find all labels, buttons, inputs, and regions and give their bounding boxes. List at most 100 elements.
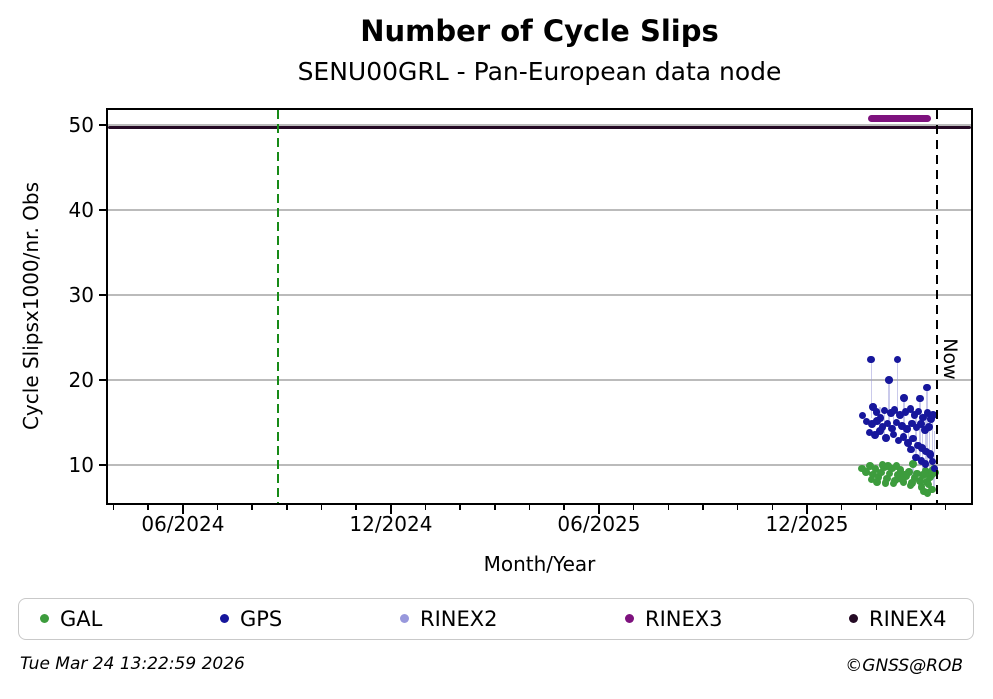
data-point-gps bbox=[876, 427, 884, 435]
stem-line bbox=[924, 417, 927, 465]
x-major-tick bbox=[806, 505, 808, 514]
stem-line bbox=[903, 397, 905, 437]
stem-line bbox=[933, 430, 936, 469]
x-minor-tick bbox=[494, 505, 496, 510]
x-minor-tick bbox=[424, 505, 427, 510]
legend-item-gps: GPS bbox=[220, 599, 282, 638]
y-tick-label: 50 bbox=[68, 112, 94, 137]
data-point-gal bbox=[928, 485, 936, 494]
gridline-y10 bbox=[108, 464, 971, 466]
data-point-gps bbox=[927, 415, 935, 423]
data-point-gps bbox=[907, 419, 916, 428]
x-minor-tick bbox=[216, 505, 219, 510]
x-minor-tick bbox=[112, 505, 115, 510]
data-point-gps bbox=[929, 411, 937, 419]
chart-title: Number of Cycle Slips bbox=[360, 14, 719, 48]
x-minor-tick bbox=[286, 505, 288, 510]
x-minor-tick bbox=[563, 505, 566, 510]
data-point-gps bbox=[914, 441, 922, 450]
data-point-gps bbox=[928, 457, 937, 466]
legend-label-rinex2: RINEX2 bbox=[420, 606, 498, 631]
now-line bbox=[935, 110, 939, 503]
data-point-gps bbox=[882, 433, 890, 442]
legend-item-gal: GAL bbox=[40, 599, 102, 638]
x-minor-tick bbox=[944, 505, 947, 510]
data-point-gps bbox=[916, 394, 924, 403]
gridline-y40 bbox=[108, 209, 971, 211]
y-tick bbox=[99, 123, 108, 126]
y-tick-label: 30 bbox=[68, 282, 94, 307]
data-point-gal bbox=[896, 466, 905, 474]
credit-text: ©GNSS@ROB bbox=[845, 656, 963, 676]
x-tick-label: 06/2024 bbox=[141, 512, 225, 536]
data-point-gal bbox=[866, 462, 874, 470]
data-point-gal bbox=[923, 489, 932, 497]
series-line-rinex4 bbox=[108, 125, 971, 130]
data-point-gal bbox=[921, 469, 929, 478]
data-point-gal bbox=[900, 470, 909, 479]
x-minor-tick bbox=[702, 505, 704, 510]
data-point-gal bbox=[877, 468, 885, 477]
data-point-gal bbox=[869, 470, 877, 479]
data-point-gps bbox=[907, 445, 915, 454]
x-minor-tick bbox=[736, 505, 739, 510]
x-minor-tick bbox=[528, 505, 531, 510]
chart-subtitle: SENU00GRL - Pan-European data node bbox=[297, 57, 782, 86]
data-point-gps bbox=[923, 409, 932, 417]
legend-item-rinex3: RINEX3 bbox=[625, 599, 723, 638]
series-line-rinex3 bbox=[867, 114, 932, 122]
legend-item-rinex2: RINEX2 bbox=[400, 599, 498, 638]
x-tick-label: 12/2025 bbox=[765, 512, 849, 536]
stem-line bbox=[921, 413, 923, 476]
legend-label-gal: GAL bbox=[60, 606, 103, 631]
y-tick-label: 20 bbox=[68, 367, 94, 392]
data-point-gal bbox=[874, 473, 883, 481]
data-point-gps bbox=[896, 411, 904, 419]
data-point-gal bbox=[892, 462, 901, 470]
y-tick bbox=[99, 293, 108, 296]
data-point-gps bbox=[914, 407, 923, 416]
data-point-gal bbox=[882, 474, 891, 483]
data-point-gps bbox=[904, 439, 913, 447]
data-point-gal bbox=[926, 468, 935, 476]
data-point-gps bbox=[925, 450, 934, 458]
data-point-gps bbox=[900, 394, 908, 402]
data-point-gal bbox=[862, 468, 870, 476]
x-minor-tick bbox=[771, 505, 774, 510]
data-point-gps bbox=[930, 464, 939, 473]
data-point-gps bbox=[888, 424, 897, 433]
gridline-y20 bbox=[108, 379, 971, 381]
x-minor-tick bbox=[840, 505, 843, 510]
data-point-gal bbox=[867, 475, 876, 484]
data-point-gps bbox=[880, 406, 889, 415]
data-point-gps bbox=[923, 383, 931, 392]
legend-label-rinex3: RINEX3 bbox=[645, 606, 723, 631]
x-minor-tick bbox=[910, 505, 912, 510]
data-point-gal bbox=[913, 469, 922, 478]
data-point-gps bbox=[885, 376, 893, 384]
data-point-gps bbox=[919, 413, 927, 422]
data-point-gps bbox=[892, 418, 901, 427]
data-point-gps bbox=[865, 428, 874, 437]
legend-label-rinex4: RINEX4 bbox=[869, 606, 947, 631]
x-minor-tick bbox=[632, 505, 635, 510]
x-minor-tick bbox=[147, 505, 149, 510]
x-minor-tick bbox=[355, 505, 358, 510]
data-point-gal bbox=[873, 478, 881, 486]
stem-line bbox=[931, 414, 934, 462]
data-point-gps bbox=[906, 405, 915, 413]
x-minor-tick bbox=[320, 505, 323, 510]
legend-marker-gps-icon bbox=[220, 614, 229, 623]
stem-line bbox=[870, 359, 872, 419]
data-point-gps bbox=[909, 434, 917, 443]
stem-line bbox=[907, 429, 909, 443]
data-point-gps bbox=[862, 417, 871, 426]
plot-area: Now bbox=[106, 108, 973, 505]
y-tick bbox=[99, 208, 108, 211]
data-point-gps bbox=[917, 456, 926, 465]
data-point-gal bbox=[916, 477, 924, 485]
data-point-gps bbox=[925, 422, 933, 431]
data-point-gal bbox=[924, 480, 933, 489]
data-point-gps bbox=[878, 422, 887, 431]
